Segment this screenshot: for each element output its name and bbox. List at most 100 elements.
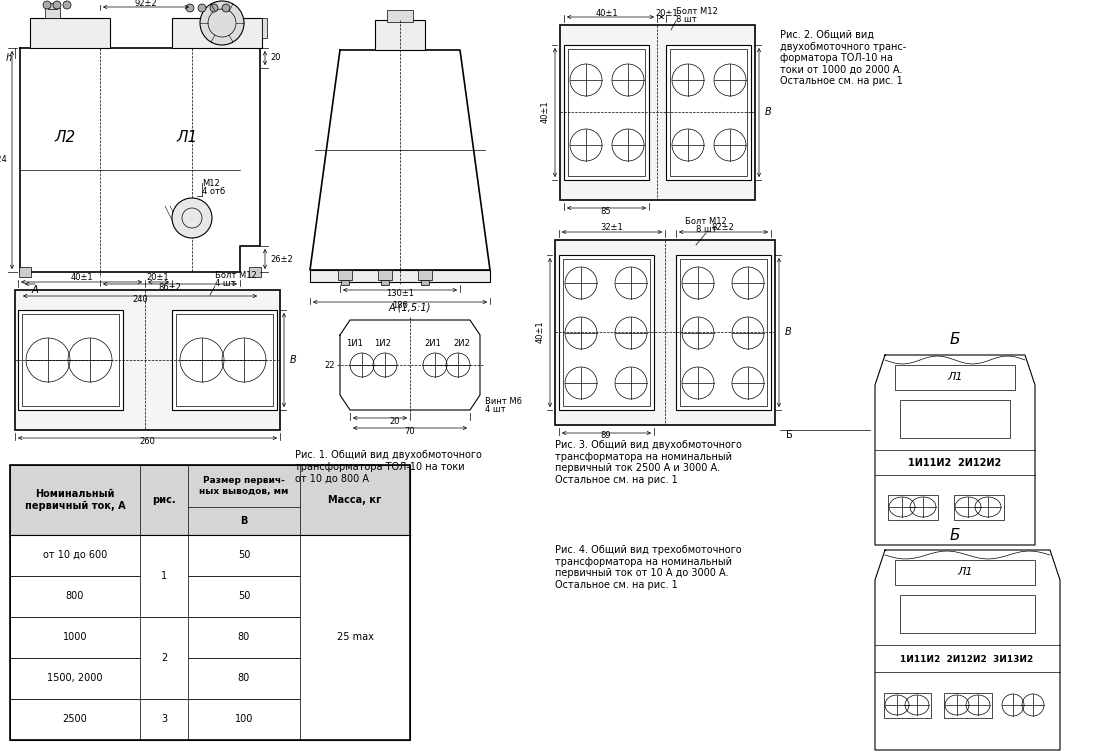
Bar — [48, 3, 57, 9]
Bar — [10, 617, 410, 658]
Bar — [559, 255, 654, 410]
Text: В: В — [765, 107, 772, 117]
Polygon shape — [875, 355, 1035, 545]
Text: 32±1: 32±1 — [601, 224, 623, 233]
Text: 800: 800 — [66, 591, 84, 601]
Circle shape — [172, 198, 212, 238]
Text: 82±2: 82±2 — [712, 224, 734, 233]
Bar — [418, 270, 432, 280]
Bar — [884, 693, 931, 718]
Bar — [17, 310, 124, 410]
Circle shape — [222, 4, 230, 12]
Bar — [172, 18, 262, 48]
Bar — [15, 290, 280, 430]
Bar — [10, 699, 410, 740]
Text: h: h — [5, 53, 12, 63]
Text: А (1,5:1): А (1,5:1) — [389, 303, 431, 313]
Text: 1: 1 — [161, 571, 167, 581]
Text: 92±2: 92±2 — [134, 0, 157, 8]
Text: 1И1: 1И1 — [346, 339, 364, 348]
Text: Номинальный
первичный ток, А: Номинальный первичный ток, А — [25, 489, 126, 511]
Text: 89: 89 — [601, 432, 611, 441]
Text: 8 шт: 8 шт — [675, 14, 696, 23]
Polygon shape — [20, 48, 260, 272]
Circle shape — [198, 4, 205, 12]
Bar — [895, 365, 1015, 390]
Bar — [944, 693, 992, 718]
Circle shape — [186, 4, 193, 12]
Circle shape — [200, 1, 244, 45]
Bar — [45, 8, 60, 18]
Text: Болт М12: Болт М12 — [675, 7, 718, 16]
Text: 50: 50 — [238, 591, 250, 601]
Bar — [22, 314, 119, 406]
Bar — [262, 18, 267, 38]
Text: от 10 до 600: от 10 до 600 — [43, 550, 107, 560]
Bar — [675, 255, 771, 410]
Text: 80: 80 — [238, 673, 250, 683]
Text: Л1: Л1 — [948, 372, 963, 382]
Bar — [378, 270, 392, 280]
Text: 26±2: 26±2 — [270, 255, 293, 264]
Text: В: В — [785, 327, 791, 337]
Text: 50: 50 — [238, 550, 250, 560]
Text: 1И2: 1И2 — [375, 339, 391, 348]
Text: Рис. 4. Общий вид трехобмоточного
трансформатора на номинальный
первичный ток от: Рис. 4. Общий вид трехобмоточного трансф… — [555, 545, 742, 590]
Bar — [895, 560, 1035, 585]
Polygon shape — [310, 50, 490, 270]
Circle shape — [52, 1, 61, 9]
Bar — [888, 495, 938, 520]
Bar — [341, 280, 349, 285]
Bar — [10, 658, 410, 699]
Bar — [900, 595, 1035, 633]
Text: Рис. 3. Общий вид двухобмоточного
трансформатора на номинальный
первичный ток 25: Рис. 3. Общий вид двухобмоточного трансф… — [555, 440, 742, 485]
Text: Л1: Л1 — [957, 567, 973, 577]
Bar — [560, 25, 755, 200]
Text: 25 max: 25 max — [337, 632, 374, 642]
Text: 4 отб: 4 отб — [202, 186, 225, 195]
Text: Рис. 2. Общий вид
двухобмоточного транс-
форматора ТОЛ-10 на
токи от 1000 до 200: Рис. 2. Общий вид двухобмоточного транс-… — [780, 30, 906, 86]
Text: 40±1: 40±1 — [536, 321, 545, 343]
Text: 130±1: 130±1 — [386, 288, 414, 297]
Text: 3: 3 — [161, 714, 167, 724]
Text: Л2: Л2 — [55, 131, 75, 146]
Bar — [10, 535, 410, 576]
Text: 1И11И2  2И12И2  3И13И2: 1И11И2 2И12И2 3И13И2 — [901, 656, 1034, 665]
Text: Б: Б — [950, 527, 961, 542]
Bar — [249, 267, 261, 277]
Bar — [10, 576, 410, 617]
Bar — [900, 400, 1010, 438]
Bar — [140, 617, 188, 699]
Text: 2500: 2500 — [62, 714, 87, 724]
Bar — [19, 267, 31, 277]
Text: 1000: 1000 — [62, 632, 87, 642]
Bar — [563, 259, 650, 406]
Bar — [670, 49, 747, 176]
Bar — [140, 699, 188, 740]
Text: Винт М6: Винт М6 — [485, 397, 522, 406]
Text: 224: 224 — [0, 155, 7, 164]
Text: Масса, кг: Масса, кг — [328, 495, 381, 505]
Bar — [564, 45, 649, 180]
Text: В: В — [290, 355, 297, 365]
Text: 80: 80 — [238, 632, 250, 642]
Bar — [10, 465, 410, 740]
Text: А: А — [32, 285, 38, 295]
Text: 20: 20 — [390, 417, 400, 426]
Text: 8 шт: 8 шт — [695, 225, 716, 234]
Bar — [30, 18, 110, 48]
Circle shape — [210, 4, 218, 12]
Bar — [338, 270, 352, 280]
Text: 1И11И2  2И12И2: 1И11И2 2И12И2 — [908, 458, 1001, 468]
Bar — [172, 310, 277, 410]
Circle shape — [63, 1, 71, 9]
Bar — [140, 535, 188, 617]
Bar — [176, 314, 273, 406]
Text: Б: Б — [786, 430, 792, 440]
Polygon shape — [340, 320, 480, 410]
Text: Б: Б — [950, 333, 961, 348]
Text: Болт М12: Болт М12 — [215, 272, 257, 281]
Bar — [381, 280, 389, 285]
Bar — [421, 280, 428, 285]
Text: 4 шт: 4 шт — [485, 406, 506, 415]
